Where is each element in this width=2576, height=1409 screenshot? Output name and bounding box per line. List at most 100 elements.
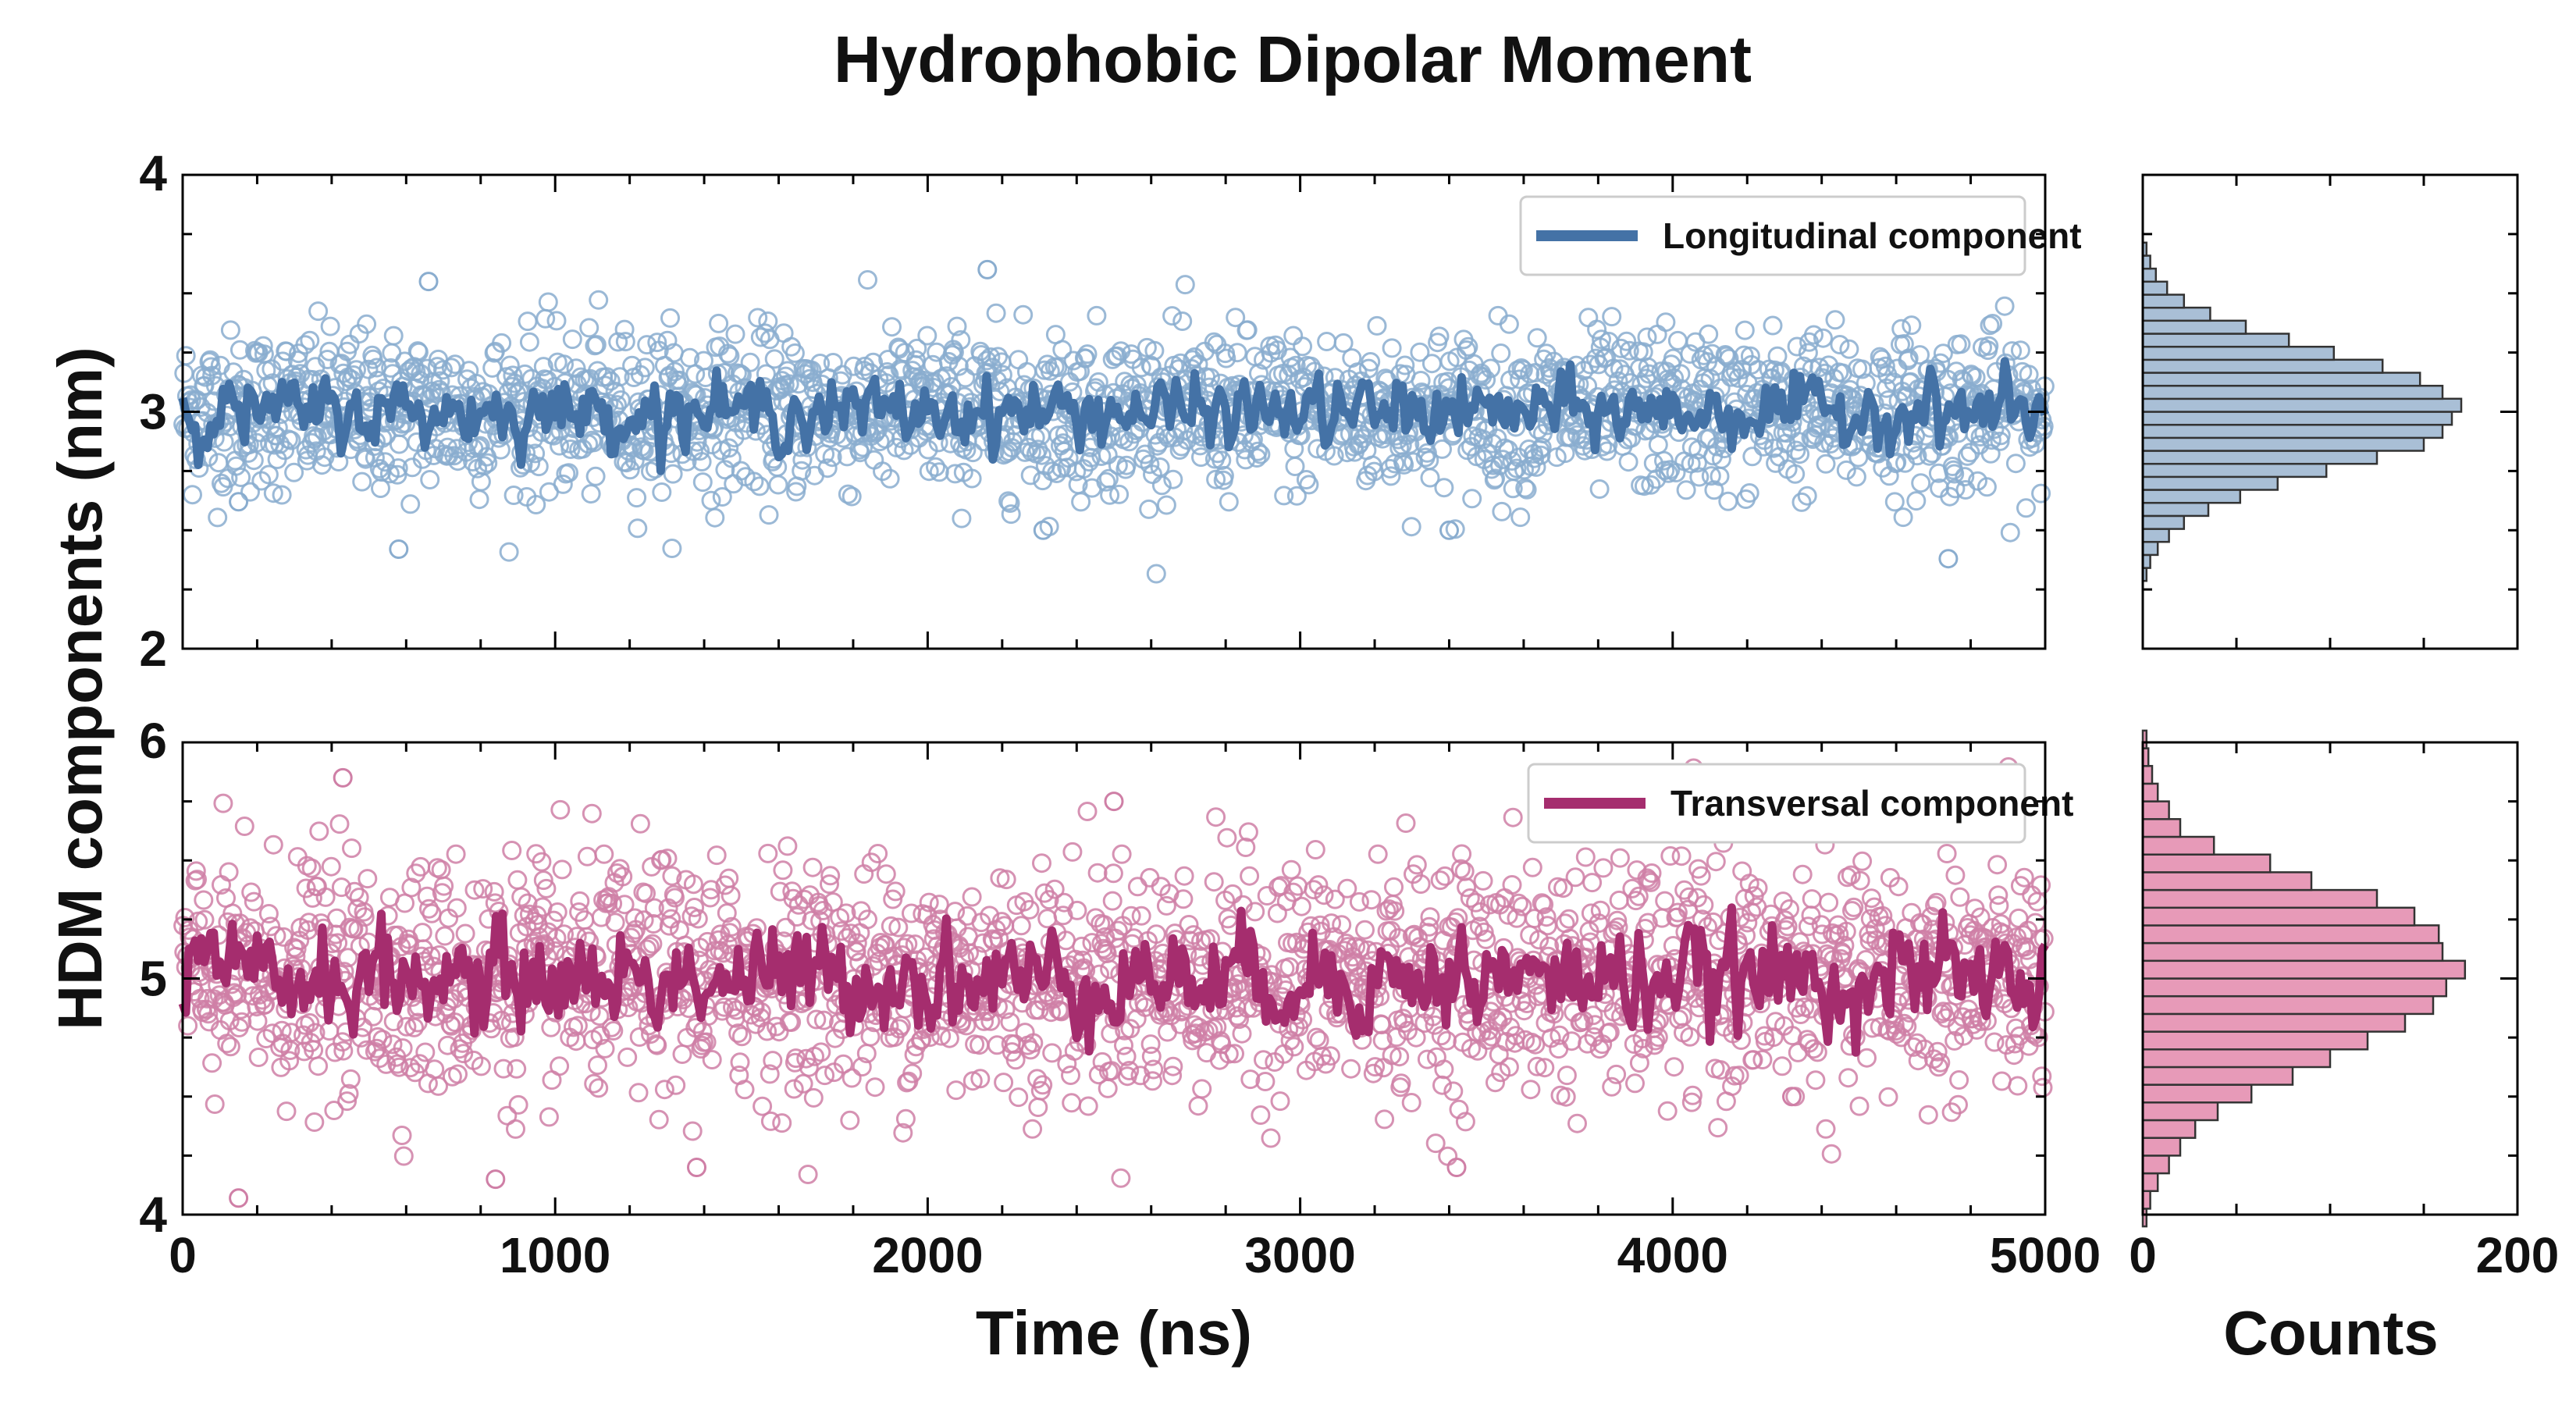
legend-label: Longitudinal component <box>1663 215 2082 256</box>
hist-bar <box>2141 294 2186 309</box>
scatter-point <box>464 880 485 900</box>
hist-bar <box>2141 1155 2170 1175</box>
scatter-point <box>888 917 909 938</box>
scatter-point <box>318 350 337 369</box>
scatter-point <box>844 356 864 376</box>
scatter-point <box>1372 429 1393 449</box>
scatter-point <box>1098 1078 1118 1098</box>
scatter-point <box>649 1109 669 1130</box>
scatter-point <box>847 933 867 953</box>
scatter-point <box>2028 1027 2048 1048</box>
scatter-point <box>1172 311 1193 331</box>
scatter-point <box>457 369 477 390</box>
scatter-point <box>1285 457 1305 476</box>
hist-bar <box>2141 333 2290 348</box>
scatter-point <box>432 360 453 380</box>
scatter-point <box>407 1012 428 1033</box>
scatter-point <box>757 1021 777 1041</box>
scatter-point <box>931 1026 952 1046</box>
scatter-point <box>1052 340 1073 360</box>
scatter-point <box>281 430 301 450</box>
scatter-point <box>570 891 590 911</box>
scatter-point <box>1411 371 1431 390</box>
scatter-point <box>506 1119 525 1139</box>
scatter-point <box>1834 935 1855 955</box>
scatter-point <box>333 1041 354 1061</box>
scatter-point <box>309 821 329 841</box>
scatter-point <box>1217 827 1237 848</box>
scatter-point <box>662 866 682 886</box>
scatter-point <box>1376 901 1397 921</box>
scatter-point <box>397 1016 417 1037</box>
hist-bar <box>2141 800 2170 820</box>
scatter-point <box>603 1021 624 1041</box>
scatter-point <box>1286 932 1307 952</box>
scatter-point <box>176 346 196 366</box>
scatter-point <box>435 926 455 946</box>
y-tick-label: 2 <box>139 621 167 677</box>
scatter-point <box>1305 840 1325 859</box>
hist-x-axis-label: Counts <box>2223 1298 2439 1368</box>
scatter-point <box>1322 913 1342 934</box>
scatter-point <box>1992 1071 2012 1091</box>
scatter-point <box>388 458 408 479</box>
scatter-point <box>550 1056 570 1076</box>
scatter-point <box>532 852 552 872</box>
scatter-point <box>763 1051 783 1071</box>
scatter-point <box>588 1055 607 1076</box>
scatter-point <box>1894 1013 1914 1034</box>
scatter-point <box>660 308 680 328</box>
scatter-point <box>1367 315 1387 336</box>
scatter-point <box>1955 480 1976 500</box>
scatter-point <box>1174 866 1194 886</box>
scatter-point <box>1216 348 1236 368</box>
scatter-point <box>813 1010 834 1030</box>
scatter-point <box>470 436 490 456</box>
scatter-point <box>276 1101 297 1122</box>
scatter-point <box>1112 844 1132 864</box>
scatter-point <box>720 885 741 906</box>
scatter-point <box>315 887 336 907</box>
scatter-point <box>1146 924 1166 945</box>
scatter-point <box>1033 520 1053 540</box>
scatter-point <box>1226 308 1246 328</box>
scatter-point <box>1009 1087 1029 1108</box>
scatter-point <box>1608 371 1628 391</box>
scatter-point <box>232 1012 252 1032</box>
scatter-point <box>1508 893 1528 913</box>
scatter-point <box>1204 872 1224 892</box>
scatter-point <box>338 948 358 968</box>
scatter-point <box>1628 886 1649 906</box>
scatter-point <box>788 895 809 915</box>
scatter-point <box>1590 900 1610 920</box>
hist-bar <box>2141 729 2148 749</box>
scatter-point <box>615 332 635 352</box>
scatter-point <box>893 1123 913 1143</box>
scatter-point <box>1240 1069 1261 1090</box>
scatter-point <box>1093 938 1113 959</box>
scatter-point <box>363 1006 383 1027</box>
scatter-point <box>1357 940 1378 960</box>
scatter-point <box>372 1030 393 1050</box>
scatter-point <box>1902 315 1922 336</box>
scatter-point <box>486 1169 506 1190</box>
scatter-point <box>926 457 945 477</box>
scatter-point <box>1629 1053 1649 1073</box>
scatter-point <box>1680 344 1700 364</box>
scatter-point <box>247 997 267 1017</box>
scatter-point <box>1283 326 1304 346</box>
scatter-point <box>1062 841 1083 862</box>
scatter-point <box>231 468 251 487</box>
scatter-point <box>792 461 812 481</box>
scatter-point <box>586 335 607 355</box>
scatter-point <box>1251 1105 1271 1125</box>
scatter-point <box>744 471 764 492</box>
scatter-point <box>996 870 1016 890</box>
scatter-point <box>860 1027 881 1047</box>
scatter-point <box>1410 342 1430 362</box>
scatter-point <box>1787 336 1807 357</box>
scatter-point <box>1355 920 1375 940</box>
scatter-point <box>2031 875 2051 895</box>
scatter-point <box>1857 1048 1877 1068</box>
scatter-point <box>1706 852 1726 872</box>
